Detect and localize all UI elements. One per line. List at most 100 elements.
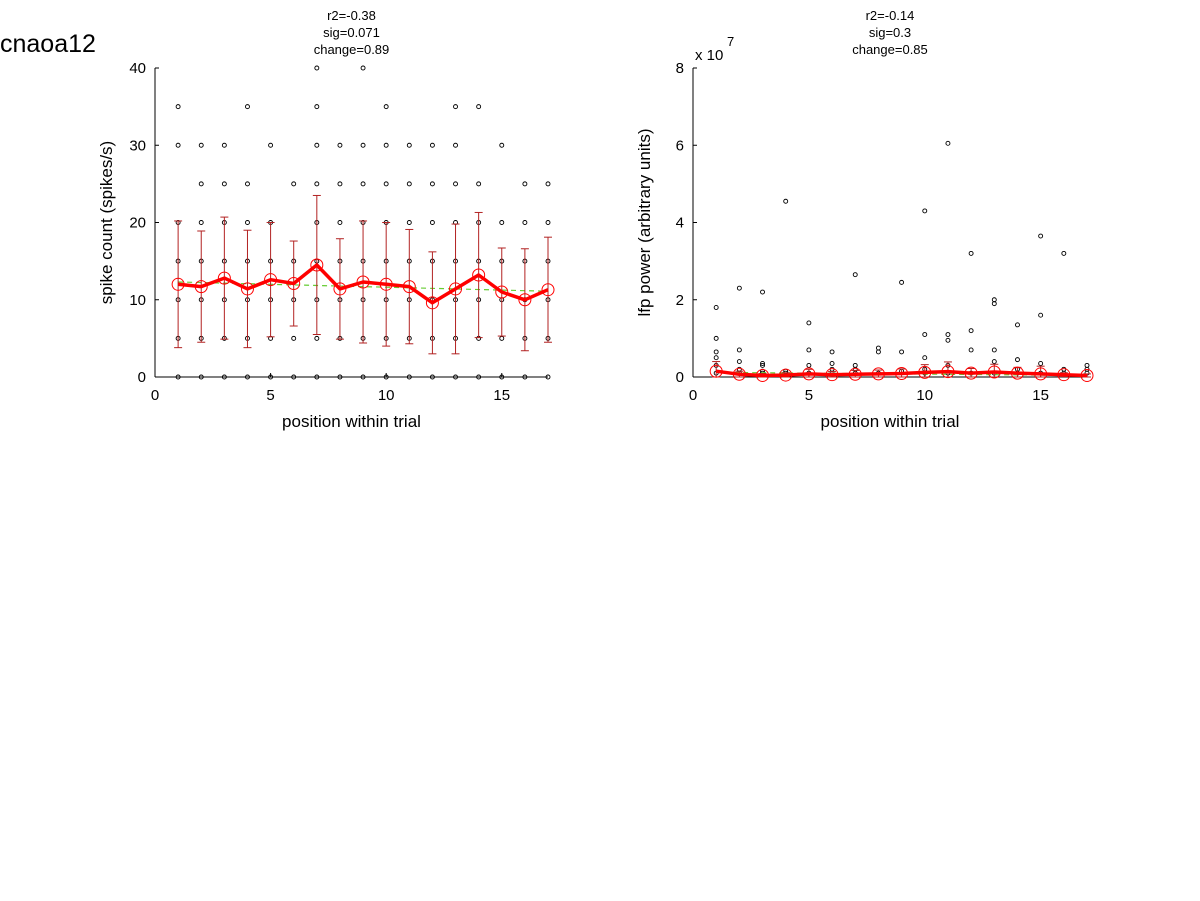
data-point [499, 142, 505, 148]
data-point [383, 374, 389, 380]
data-point [545, 220, 551, 225]
mean-marker [264, 273, 278, 287]
data-point [852, 362, 858, 368]
x-tick-label: 10 [378, 387, 395, 404]
data-point [175, 142, 181, 148]
data-point [829, 349, 835, 355]
y-tick-label: 0 [676, 369, 684, 386]
data-point [713, 349, 719, 355]
x-tick-label: 10 [916, 387, 933, 404]
data-point [968, 347, 974, 353]
data-point [383, 104, 389, 110]
data-point [760, 362, 765, 368]
data-point [314, 104, 320, 110]
y-tick-label: 40 [129, 60, 146, 77]
data-point [829, 361, 835, 366]
data-point [922, 208, 928, 214]
mean-marker [871, 367, 885, 381]
data-point [337, 220, 343, 225]
data-point [991, 359, 997, 364]
chart-panel-2: r2=-0.14 sig=0.3 change=0.85 0 5 10 15 0 2 4 6 8 x 1… [635, 8, 1094, 431]
data-point [736, 285, 742, 291]
data-point [545, 181, 551, 187]
data-point [806, 362, 812, 368]
data-point [221, 374, 227, 380]
mean-marker [895, 367, 909, 381]
data-point [198, 374, 204, 380]
data-point [175, 374, 181, 380]
mean-marker [848, 367, 862, 381]
stats-line: change=0.85 [852, 42, 928, 57]
data-point [453, 142, 458, 148]
mean-marker [709, 364, 723, 378]
data-point [337, 142, 343, 148]
data-point [429, 220, 435, 225]
chart-panel-1: r2=-0.38 sig=0.071 change=0.89 0 5 10 15 0 10 20 3… [97, 8, 555, 431]
mean-marker [964, 366, 978, 380]
x-tick-label: 5 [805, 387, 813, 404]
mean-marker [941, 365, 955, 379]
data-point [291, 374, 297, 380]
mean-marker [756, 368, 770, 382]
mean-marker [495, 285, 509, 299]
data-point [760, 361, 765, 366]
data-point [291, 181, 297, 187]
data-point [1015, 322, 1020, 328]
data-point [245, 220, 250, 225]
data-point [476, 181, 482, 187]
y-axis-label: lfp power (arbitrary units) [635, 128, 654, 316]
x-tick-label: 0 [689, 387, 697, 404]
data-point [360, 181, 366, 187]
data-point [760, 289, 765, 295]
y-tick-label: 2 [676, 292, 684, 309]
data-point [522, 374, 528, 380]
data-point [968, 250, 974, 256]
mean-marker [194, 280, 208, 294]
mean-marker [1080, 368, 1094, 382]
data-point [314, 181, 320, 187]
data-point [922, 332, 928, 337]
data-point [713, 355, 719, 361]
mean-marker [518, 293, 532, 307]
mean-marker [402, 280, 416, 294]
data-point [1084, 362, 1090, 368]
stats-line: sig=0.3 [869, 25, 911, 40]
data-point [991, 301, 997, 307]
data-point [314, 65, 320, 71]
data-point [852, 272, 858, 278]
mean-marker [333, 282, 347, 296]
data-point [406, 220, 412, 225]
data-point [429, 181, 435, 187]
data-point [991, 297, 997, 303]
data-point [875, 345, 881, 351]
data-point [922, 355, 928, 361]
data-point [875, 349, 881, 355]
data-point [337, 181, 343, 187]
data-point [783, 198, 789, 204]
y-tick-label: 4 [676, 215, 684, 232]
mean-marker [240, 282, 254, 296]
data-point [453, 181, 458, 187]
data-point [736, 347, 742, 353]
stats-line: r2=-0.38 [327, 8, 376, 23]
data-point [1061, 250, 1067, 256]
x-tick-label: 0 [151, 387, 159, 404]
data-point [198, 181, 204, 187]
data-point [945, 332, 951, 337]
stats-line: change=0.89 [314, 42, 390, 57]
mean-marker [1034, 367, 1048, 381]
mean-marker [449, 282, 463, 296]
mean-marker [379, 277, 393, 291]
y-tick-label: 0 [138, 369, 146, 386]
data-point [453, 104, 458, 110]
mean-marker [472, 268, 486, 282]
stats-line: sig=0.071 [323, 25, 380, 40]
data-point [899, 279, 905, 285]
y-tick-label: 20 [129, 215, 146, 232]
x-axis-label: position within trial [282, 412, 421, 431]
page-title: cnaoa12 [0, 30, 96, 58]
y-tick-label: 8 [676, 60, 684, 77]
mean-marker [802, 367, 816, 381]
data-point [406, 142, 412, 148]
mean-line [177, 263, 549, 305]
